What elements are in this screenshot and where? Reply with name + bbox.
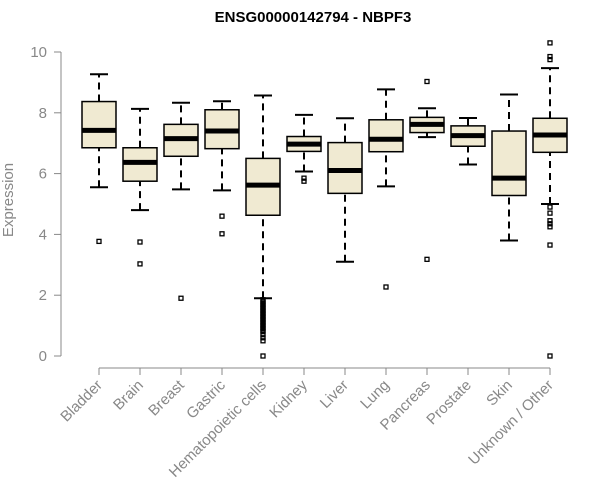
outlier-point <box>547 353 553 359</box>
outlier-point <box>96 238 102 245</box>
outlier-point <box>424 78 430 85</box>
x-tick-label: Kidney <box>266 376 311 421</box>
outlier-point <box>301 175 307 181</box>
outlier-point <box>301 178 307 184</box>
box-gastric <box>204 100 240 237</box>
y-tick-label: 4 <box>39 226 47 243</box>
outlier-point <box>547 224 553 230</box>
outlier-point <box>260 353 266 359</box>
box-breast <box>163 101 199 301</box>
x-tick-label: Brain <box>110 377 147 414</box>
outlier-point <box>137 261 143 267</box>
plot-area <box>81 40 568 359</box>
outlier-point <box>260 329 266 335</box>
outlier-point <box>260 338 266 344</box>
y-axis-label: Expression <box>0 163 17 237</box>
outlier-point <box>178 295 184 301</box>
iqr-box <box>491 130 527 197</box>
outlier-point <box>424 256 430 262</box>
y-tick-label: 10 <box>30 44 47 61</box>
outlier-point <box>219 231 225 237</box>
box-prostate <box>450 116 486 166</box>
box-pancreas <box>409 78 445 262</box>
outlier-point <box>547 56 553 63</box>
outlier-point <box>547 53 553 60</box>
outlier-point <box>547 210 553 216</box>
y-tick-label: 2 <box>39 287 47 304</box>
y-tick-label: 0 <box>39 348 47 365</box>
x-tick-label: Skin <box>483 377 516 410</box>
iqr-box <box>368 119 404 153</box>
outlier-point <box>260 332 266 338</box>
box-lung <box>368 88 404 290</box>
outlier-point <box>219 213 225 219</box>
x-tick-label: Lung <box>357 377 393 413</box>
chart-title: ENSG00000142794 - NBPF3 <box>215 9 412 26</box>
box-kidney <box>286 113 322 184</box>
box-unknown-other <box>532 40 568 359</box>
outlier-point <box>547 218 553 224</box>
x-tick-label: Bladder <box>57 377 106 426</box>
outlier-point <box>547 242 553 248</box>
outlier-point <box>547 204 553 210</box>
iqr-box <box>81 100 117 149</box>
x-tick-label: Breast <box>145 376 188 419</box>
outlier-point <box>260 335 266 341</box>
outlier-point <box>137 239 143 245</box>
y-tick-label: 6 <box>39 166 47 183</box>
box-bladder <box>81 73 117 245</box>
outlier-point <box>383 284 389 290</box>
box-liver <box>327 117 363 263</box>
box-brain <box>122 107 158 267</box>
x-tick-label: Prostate <box>423 377 475 429</box>
iqr-box <box>327 141 363 195</box>
outlier-point <box>547 40 553 46</box>
x-tick-label: Liver <box>317 377 352 412</box>
outlier-point <box>547 221 553 227</box>
box-skin <box>491 93 527 242</box>
box-hematopoietic-cells <box>245 94 281 359</box>
y-tick-label: 8 <box>39 105 47 122</box>
y-axis: 0 2 4 6 8 10 <box>30 44 62 365</box>
